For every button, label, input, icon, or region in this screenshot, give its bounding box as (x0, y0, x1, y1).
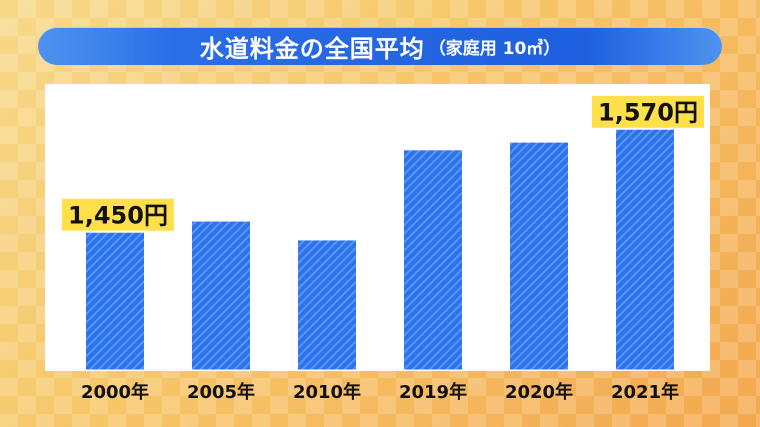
value-callout: 1,450円 (62, 198, 174, 231)
data-label: 1,570円 (598, 99, 698, 127)
x-tick-label: 2010年 (293, 381, 361, 403)
chart-title: 水道料金の全国平均 (199, 34, 425, 63)
x-tick-label: 2000年 (81, 381, 149, 403)
chart-subtitle: （家庭用 10㎥） (428, 38, 561, 59)
bar-2019年 (404, 150, 462, 370)
chart-title-bar: 水道料金の全国平均 （家庭用 10㎥） (38, 27, 722, 65)
x-tick-label: 2020年 (505, 381, 573, 403)
bar-2000年 (86, 232, 144, 370)
x-tick-label: 2021年 (611, 381, 679, 403)
x-tick-label: 2019年 (399, 381, 467, 403)
callout-background (592, 95, 704, 128)
bar-2005年 (192, 221, 250, 370)
value-callout: 1,570円 (592, 95, 704, 128)
x-tick-label: 2005年 (187, 381, 255, 403)
data-label: 1,450円 (68, 202, 168, 230)
bar-2010年 (298, 240, 356, 370)
bar-2021年 (616, 129, 674, 370)
bar-2020年 (510, 142, 568, 370)
callout-background (62, 198, 174, 231)
